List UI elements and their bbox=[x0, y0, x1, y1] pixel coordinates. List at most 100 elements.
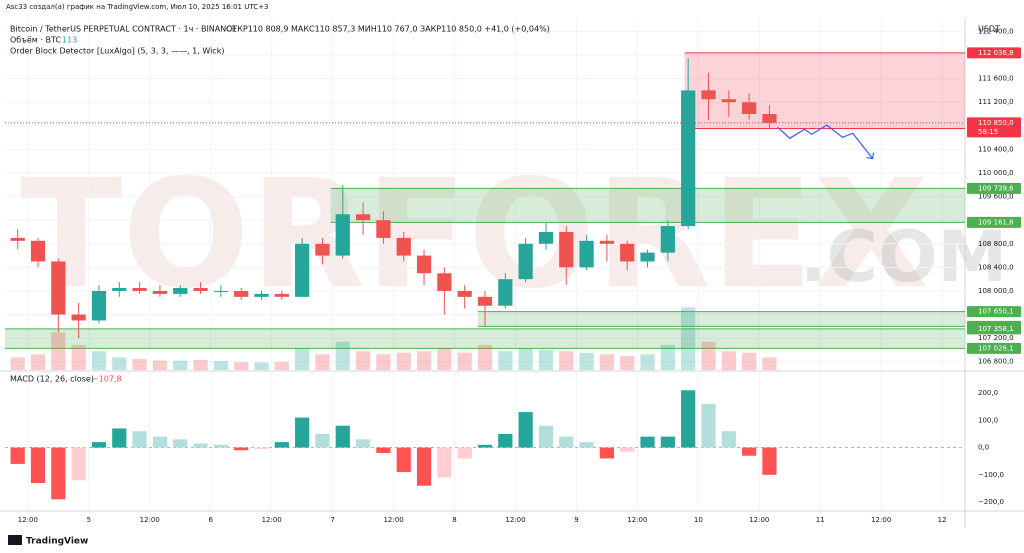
candle-body bbox=[416, 255, 432, 274]
order-block bbox=[330, 188, 966, 223]
macd-bar bbox=[355, 439, 371, 448]
y-tick-label: 106 800,0 bbox=[978, 358, 1014, 366]
volume-bar bbox=[762, 357, 777, 370]
macd-bar bbox=[538, 425, 554, 448]
price-tag-label: 107 358,1 bbox=[978, 325, 1014, 333]
countdown: 58:15 bbox=[978, 128, 998, 136]
volume-bar bbox=[315, 354, 330, 370]
price-tag-label: 109 161,8 bbox=[978, 218, 1014, 226]
x-tick-label: 11 bbox=[816, 516, 825, 524]
price-tag bbox=[967, 47, 1021, 59]
volume-bar bbox=[579, 352, 594, 370]
volume-bar bbox=[376, 354, 391, 370]
volume-bar bbox=[335, 341, 350, 370]
macd-bar bbox=[274, 442, 289, 448]
volume-label: Объём · BTC bbox=[10, 36, 61, 45]
macd-bar bbox=[721, 431, 736, 448]
volume-bar bbox=[213, 361, 228, 370]
macd-bar bbox=[640, 436, 655, 448]
candle-body bbox=[640, 252, 655, 262]
price-tag bbox=[967, 306, 1021, 318]
candle-body bbox=[701, 90, 716, 100]
macd-bar bbox=[477, 444, 493, 448]
macd-bar bbox=[112, 428, 127, 448]
volume-bar bbox=[681, 307, 696, 370]
volume-bar bbox=[51, 332, 66, 370]
y-tick-label: 108 000,0 bbox=[978, 287, 1014, 295]
candle-body bbox=[721, 99, 736, 103]
x-tick-label: 12:00 bbox=[627, 516, 647, 524]
candle-body bbox=[376, 220, 391, 238]
macd-bar bbox=[620, 447, 635, 452]
ohlc-values: ОТКР110 808,9 МАКС110 857,3 МИН110 767,0… bbox=[226, 25, 550, 34]
candle-body bbox=[315, 243, 330, 256]
volume-bar bbox=[457, 352, 472, 370]
y-tick-label: 111 200,0 bbox=[978, 98, 1014, 106]
macd-bar bbox=[295, 417, 310, 448]
volume-bar bbox=[599, 354, 615, 370]
candle-body bbox=[620, 243, 635, 262]
price-tag-label: 109 739,6 bbox=[978, 184, 1014, 192]
macd-bar bbox=[762, 447, 777, 475]
macd-bar bbox=[173, 439, 188, 448]
x-tick-label: 12:00 bbox=[749, 516, 769, 524]
symbol-title: Bitcoin / TetherUS PERPETUAL CONTRACT · … bbox=[10, 25, 237, 34]
macd-bar bbox=[10, 447, 25, 464]
volume-value: 113 bbox=[62, 36, 77, 45]
x-tick-label: 9 bbox=[574, 516, 578, 524]
x-tick-label: 5 bbox=[87, 516, 91, 524]
volume-bar bbox=[254, 362, 269, 370]
macd-bar bbox=[335, 425, 350, 448]
price-tag bbox=[967, 323, 1021, 335]
volume-bar bbox=[701, 341, 716, 370]
macd-bar bbox=[51, 447, 66, 500]
y-tick-label: 108 400,0 bbox=[978, 263, 1014, 271]
volume-bar bbox=[193, 359, 208, 370]
candle-body bbox=[742, 102, 757, 115]
order-block bbox=[684, 52, 965, 129]
x-tick-label: 12:00 bbox=[262, 516, 282, 524]
candle-body bbox=[579, 240, 594, 268]
price-tag bbox=[967, 342, 1021, 354]
price-tag-label: 107 026,1 bbox=[978, 344, 1014, 352]
macd-bar bbox=[234, 447, 249, 451]
volume-bar bbox=[295, 348, 310, 370]
candle-body bbox=[254, 293, 269, 297]
y-tick-label: 107 200,0 bbox=[978, 334, 1014, 342]
macd-bar bbox=[660, 436, 675, 448]
candle-body bbox=[71, 314, 86, 321]
volume-bar bbox=[620, 355, 635, 370]
candle-body bbox=[518, 243, 533, 280]
y-tick-label: 111 600,0 bbox=[978, 75, 1014, 83]
volume-bar bbox=[742, 352, 757, 370]
macd-bar bbox=[579, 442, 594, 448]
volume-bar bbox=[660, 344, 675, 370]
price-tag-label: 107 650,1 bbox=[978, 308, 1014, 316]
volume-bar bbox=[416, 351, 432, 370]
macd-bar bbox=[315, 433, 330, 448]
y-tick-label: 112 400,0 bbox=[978, 27, 1014, 35]
candle-body bbox=[335, 214, 350, 256]
x-tick-label: 7 bbox=[330, 516, 334, 524]
volume-bar bbox=[30, 354, 46, 370]
macd-bar bbox=[437, 447, 452, 478]
order-block bbox=[5, 328, 965, 349]
volume-bar bbox=[132, 359, 147, 370]
volume-bar bbox=[274, 361, 289, 370]
volume-bar bbox=[112, 357, 127, 370]
price-tag-label: 112 036,8 bbox=[978, 49, 1014, 57]
x-tick-label: 12 bbox=[938, 516, 947, 524]
order-block bbox=[477, 311, 965, 327]
price-tag bbox=[967, 117, 1021, 138]
volume-bar bbox=[396, 352, 411, 370]
projection-arrow bbox=[866, 152, 875, 160]
volume-bar bbox=[234, 362, 249, 370]
x-tick-label: 12:00 bbox=[871, 516, 891, 524]
volume-bar bbox=[71, 344, 86, 370]
price-tag-label: 110 850,0 bbox=[978, 119, 1014, 127]
y-tick-label: −100,0 bbox=[978, 471, 1004, 479]
candle-body bbox=[762, 114, 777, 123]
macd-bar bbox=[457, 447, 472, 459]
unit: USDT bbox=[978, 25, 1000, 34]
